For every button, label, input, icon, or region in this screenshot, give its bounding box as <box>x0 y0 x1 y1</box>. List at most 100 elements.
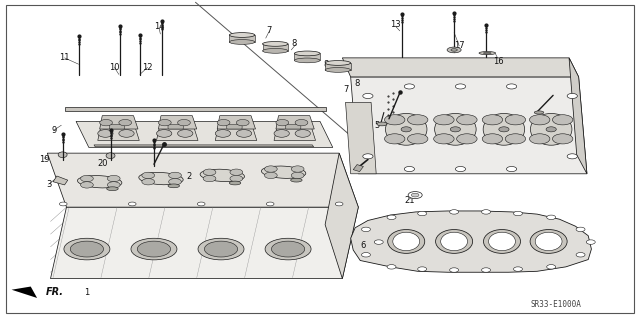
Circle shape <box>576 253 585 257</box>
Circle shape <box>576 227 585 232</box>
Circle shape <box>236 130 252 137</box>
Circle shape <box>177 130 193 137</box>
Ellipse shape <box>64 238 110 260</box>
Ellipse shape <box>262 48 288 53</box>
Polygon shape <box>262 44 288 51</box>
Circle shape <box>546 127 556 132</box>
Circle shape <box>177 120 190 126</box>
Circle shape <box>295 120 308 126</box>
Circle shape <box>552 115 573 125</box>
Polygon shape <box>51 207 358 278</box>
Circle shape <box>505 115 525 125</box>
Circle shape <box>481 210 490 214</box>
Circle shape <box>387 265 396 269</box>
Ellipse shape <box>447 47 461 53</box>
Ellipse shape <box>138 241 171 257</box>
Text: 10: 10 <box>109 63 120 72</box>
Ellipse shape <box>70 241 104 257</box>
Circle shape <box>197 202 205 206</box>
Circle shape <box>567 93 577 99</box>
Circle shape <box>513 267 522 271</box>
Circle shape <box>157 130 172 137</box>
Polygon shape <box>325 153 358 278</box>
Circle shape <box>457 115 477 125</box>
Ellipse shape <box>435 114 476 145</box>
Ellipse shape <box>107 187 118 191</box>
Text: 8: 8 <box>324 60 329 69</box>
FancyBboxPatch shape <box>227 124 242 129</box>
Polygon shape <box>98 126 140 140</box>
Circle shape <box>586 240 595 244</box>
Circle shape <box>159 120 172 126</box>
Polygon shape <box>94 145 314 147</box>
Circle shape <box>291 172 304 179</box>
Circle shape <box>408 134 428 144</box>
Circle shape <box>482 134 502 144</box>
FancyBboxPatch shape <box>168 124 183 129</box>
Circle shape <box>230 169 243 175</box>
Circle shape <box>387 215 396 219</box>
Circle shape <box>408 115 428 125</box>
Circle shape <box>363 93 373 99</box>
Ellipse shape <box>291 178 302 182</box>
Circle shape <box>295 130 310 137</box>
Polygon shape <box>47 153 358 207</box>
Ellipse shape <box>131 238 177 260</box>
Circle shape <box>276 120 289 126</box>
Circle shape <box>169 179 181 185</box>
Circle shape <box>529 134 550 144</box>
Ellipse shape <box>229 33 255 37</box>
Ellipse shape <box>479 51 495 55</box>
Ellipse shape <box>534 111 544 114</box>
Circle shape <box>266 202 274 206</box>
Ellipse shape <box>325 68 351 72</box>
Polygon shape <box>12 286 37 298</box>
Text: 19: 19 <box>39 155 49 164</box>
Text: SR33-E1000A: SR33-E1000A <box>531 300 582 309</box>
Text: 8: 8 <box>292 39 297 48</box>
Text: 18: 18 <box>533 116 544 125</box>
Circle shape <box>98 130 113 137</box>
Circle shape <box>434 115 454 125</box>
Ellipse shape <box>294 58 320 63</box>
Circle shape <box>142 179 155 185</box>
Circle shape <box>450 268 459 272</box>
Text: 17: 17 <box>454 41 465 50</box>
Ellipse shape <box>200 169 244 182</box>
Text: 14: 14 <box>154 22 164 31</box>
Text: 12: 12 <box>142 63 153 72</box>
Ellipse shape <box>325 61 351 65</box>
Circle shape <box>100 120 113 126</box>
Polygon shape <box>65 108 326 111</box>
Polygon shape <box>569 58 587 174</box>
Text: 7: 7 <box>343 85 348 94</box>
Ellipse shape <box>139 172 183 185</box>
Circle shape <box>418 267 427 271</box>
Ellipse shape <box>388 230 425 253</box>
Circle shape <box>506 167 516 172</box>
Text: 7: 7 <box>266 26 271 35</box>
Circle shape <box>505 134 525 144</box>
Circle shape <box>236 120 249 126</box>
Text: 4: 4 <box>401 115 406 124</box>
Circle shape <box>169 172 181 179</box>
Polygon shape <box>100 116 138 129</box>
Circle shape <box>567 154 577 159</box>
Circle shape <box>481 268 490 272</box>
Ellipse shape <box>198 238 244 260</box>
Circle shape <box>401 127 412 132</box>
Ellipse shape <box>204 241 237 257</box>
Ellipse shape <box>265 238 311 260</box>
Text: 11: 11 <box>60 53 70 62</box>
Circle shape <box>142 172 155 179</box>
Text: 6: 6 <box>361 241 366 250</box>
Circle shape <box>119 120 132 126</box>
Circle shape <box>450 210 459 214</box>
Ellipse shape <box>483 52 491 54</box>
Polygon shape <box>229 35 255 42</box>
Text: FR.: FR. <box>45 287 63 297</box>
Circle shape <box>547 215 556 219</box>
Circle shape <box>119 130 134 137</box>
Text: 13: 13 <box>390 20 401 29</box>
Circle shape <box>547 265 556 269</box>
